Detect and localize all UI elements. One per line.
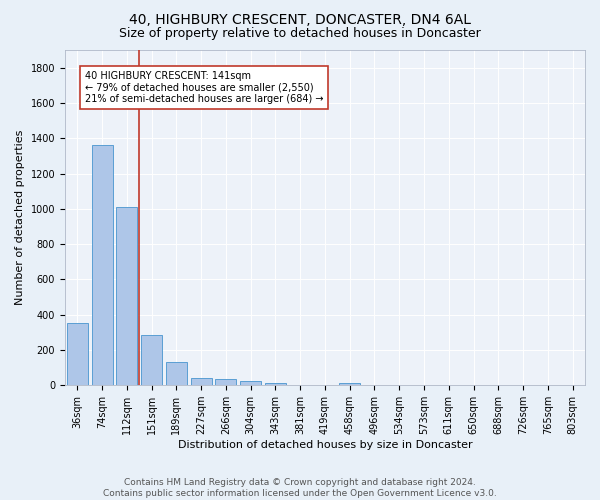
Bar: [265, 382, 286, 385]
Text: 40 HIGHBURY CRESCENT: 141sqm
← 79% of detached houses are smaller (2,550)
21% of: 40 HIGHBURY CRESCENT: 141sqm ← 79% of de…: [85, 71, 323, 104]
Bar: [339, 382, 360, 385]
X-axis label: Distribution of detached houses by size in Doncaster: Distribution of detached houses by size …: [178, 440, 472, 450]
Bar: [141, 335, 162, 385]
Bar: [92, 146, 113, 385]
Bar: [116, 207, 137, 385]
Bar: [191, 378, 212, 385]
Text: Contains HM Land Registry data © Crown copyright and database right 2024.
Contai: Contains HM Land Registry data © Crown c…: [103, 478, 497, 498]
Bar: [240, 382, 261, 385]
Text: 40, HIGHBURY CRESCENT, DONCASTER, DN4 6AL: 40, HIGHBURY CRESCENT, DONCASTER, DN4 6A…: [129, 12, 471, 26]
Y-axis label: Number of detached properties: Number of detached properties: [15, 130, 25, 306]
Text: Size of property relative to detached houses in Doncaster: Size of property relative to detached ho…: [119, 28, 481, 40]
Bar: [166, 362, 187, 385]
Bar: [215, 378, 236, 385]
Bar: [67, 322, 88, 385]
